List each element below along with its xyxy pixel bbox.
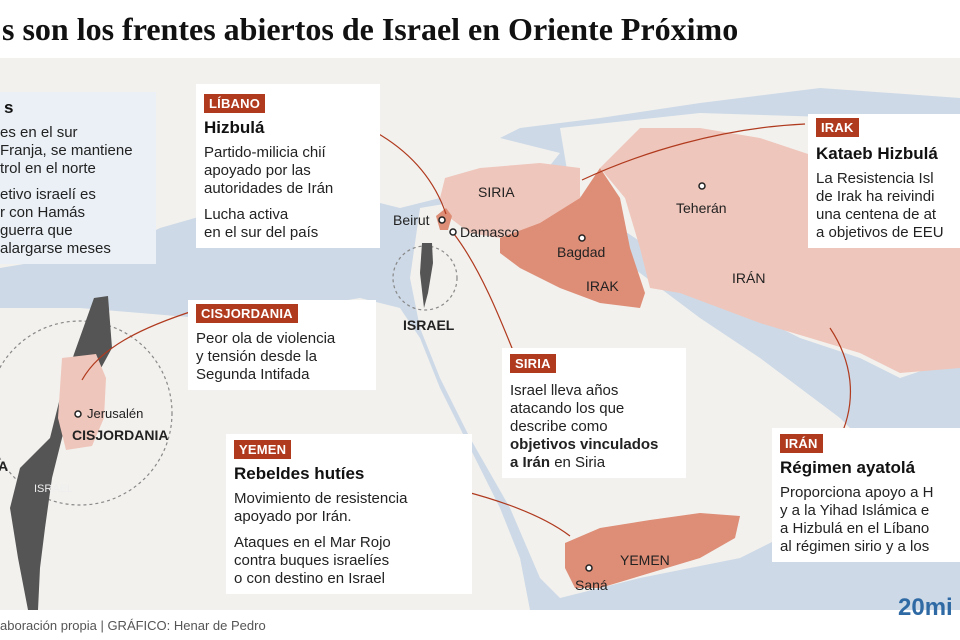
connector-siria: [453, 233, 517, 359]
card-libano-head: Hizbulá: [204, 118, 265, 137]
card-cisjordania-tag: CISJORDANIA: [196, 304, 298, 323]
region-iraq: [500, 168, 645, 308]
israel-big-circle: [0, 320, 173, 506]
card-iran-head: Régimen ayatolá: [780, 458, 916, 477]
card-gaza-p1: es en el sur Franja, se mantiene trol en…: [0, 124, 133, 177]
card-iran-tag: IRÁN: [780, 434, 823, 453]
card-gaza: s es en el sur Franja, se mantiene trol …: [0, 92, 156, 264]
card-siria-p1a: Israel lleva años atacando los que descr…: [510, 382, 625, 435]
card-irak: IRAK Kataeb Hizbulá La Resistencia Isl d…: [808, 114, 960, 248]
card-yemen-p2: Ataques en el Mar Rojo contra buques isr…: [234, 534, 391, 587]
card-libano: LÍBANO Hizbulá Partido-milicia chií apoy…: [196, 84, 380, 248]
dot-teheran: [698, 182, 706, 190]
card-siria-tag: SIRIA: [510, 354, 556, 373]
footer-source: aboración propia | GRÁFICO: Henar de Ped…: [0, 618, 266, 633]
card-libano-tag: LÍBANO: [204, 94, 266, 113]
region-yemen: [565, 513, 740, 588]
label-damasco: Damasco: [460, 224, 520, 240]
label-siria: SIRIA: [478, 184, 515, 200]
connector-irak: [581, 123, 806, 181]
label-jerusalen: Jerusalén: [87, 406, 144, 421]
label-israel: ISRAEL: [403, 317, 455, 333]
brand-logo: 20mi: [898, 594, 953, 621]
label-iran: IRÁN: [732, 270, 766, 286]
card-iran-p1: Proporciona apoyo a H y a la Yihad Islám…: [780, 484, 934, 555]
dot-jerusalen: [74, 410, 82, 418]
card-gaza-p2: etivo israelí es r con Hamás guerra que …: [0, 186, 111, 257]
card-yemen: YEMEN Rebeldes hutíes Movimiento de resi…: [226, 434, 472, 594]
card-siria-p1c: en Siria: [550, 454, 606, 471]
westbank-big-shape: [58, 354, 106, 450]
label-irak: IRAK: [586, 278, 619, 294]
connector-iran: [829, 327, 852, 443]
card-libano-p2: Lucha activa en el sur del país: [204, 206, 319, 241]
footer: aboración propia | GRÁFICO: Henar de Ped…: [0, 610, 960, 640]
region-syria: [440, 163, 580, 238]
card-siria-p1: Israel lleva años atacando los que descr…: [510, 382, 678, 472]
card-libano-p1: Partido-milicia chií apoyado por las aut…: [204, 144, 334, 197]
card-iran: IRÁN Régimen ayatolá Proporciona apoyo a…: [772, 428, 960, 562]
card-irak-tag: IRAK: [816, 118, 859, 137]
label-yemen: YEMEN: [620, 552, 670, 568]
label-sana: Saná: [575, 577, 608, 593]
israel-small-shape: [420, 243, 433, 308]
card-yemen-head: Rebeldes hutíes: [234, 464, 365, 483]
label-cisjordania: CISJORDANIA: [72, 427, 169, 443]
label-left-edge: A: [0, 458, 9, 474]
card-irak-p1: La Resistencia Isl de Irak ha reivindi u…: [816, 170, 944, 241]
dot-damasco: [449, 228, 457, 236]
card-irak-head: Kataeb Hizbulá: [816, 144, 938, 163]
label-beirut: Beirut: [393, 212, 430, 228]
card-gaza-head: s: [4, 98, 14, 117]
card-yemen-tag: YEMEN: [234, 440, 292, 459]
page-title: s son los frentes abiertos de Israel en …: [0, 0, 960, 58]
label-israel-small: ISRAEL: [34, 483, 74, 495]
land-turkey: [330, 138, 560, 208]
label-teheran: Teherán: [676, 200, 727, 216]
card-cisjordania: CISJORDANIA Peor ola de violencia y tens…: [188, 300, 376, 390]
card-cisjordania-p1: Peor ola de violencia y tensión desde la…: [196, 330, 336, 383]
card-siria-p1b: objetivos vinculados a Irán: [510, 436, 659, 471]
label-bagdad: Bagdad: [557, 244, 606, 260]
map-area: Beirut Damasco SIRIA Bagdad IRAK Teherán…: [0, 58, 960, 610]
dot-beirut: [438, 216, 446, 224]
card-yemen-p1: Movimiento de resistencia apoyado por Ir…: [234, 490, 408, 525]
connector-cisjordania: [81, 309, 197, 381]
card-siria: SIRIA Israel lleva años atacando los que…: [502, 348, 686, 478]
dot-sana: [585, 564, 593, 572]
dot-bagdad: [578, 234, 586, 242]
